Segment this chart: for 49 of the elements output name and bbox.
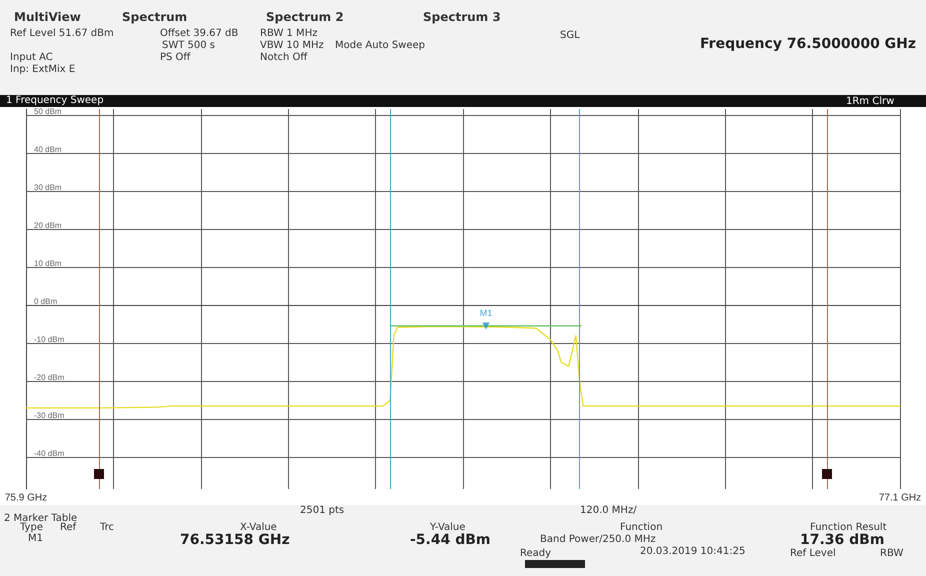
text: RBW 1 MHz: [260, 28, 318, 39]
text: -5.44 dBm: [410, 532, 491, 548]
text: M1: [28, 533, 43, 544]
text: Spectrum 2: [266, 10, 344, 24]
text: RBW: [880, 548, 904, 559]
y-tick-label: 10 dBm: [34, 258, 62, 268]
text: Input AC: [10, 52, 53, 63]
x-tick-label: 75.9 GHz: [4, 492, 48, 504]
text: Y-Value: [430, 522, 466, 533]
text: PS Off: [160, 52, 190, 63]
x-tick-label: 77.1 GHz: [878, 492, 922, 504]
text: 76.53158 GHz: [180, 532, 290, 548]
text: 1Rm Clrw: [846, 96, 894, 107]
text: Function Result: [810, 522, 887, 533]
y-tick-label: 40 dBm: [34, 144, 62, 154]
text: Ref Level: [790, 548, 836, 559]
text: Frequency 76.5000000 GHz: [700, 36, 916, 52]
text: Mode Auto Sweep: [335, 40, 425, 51]
text: Notch Off: [260, 52, 308, 63]
series-label: M1: [480, 308, 492, 318]
text: Spectrum 3: [423, 10, 501, 24]
text: Ready: [520, 548, 552, 559]
text: Type: [20, 522, 43, 533]
text: Band Power/250.0 MHz: [540, 534, 656, 545]
text: Trc: [100, 522, 114, 533]
text: VBW 10 MHz: [260, 40, 324, 51]
y-tick-label: 0 dBm: [34, 296, 58, 306]
text: MultiView: [14, 10, 81, 24]
text: Spectrum: [122, 10, 188, 24]
text: 2501 pts: [300, 505, 344, 516]
chart-title: 1 Frequency Sweep: [6, 95, 104, 107]
text: 20.03.2019 10:41:25: [640, 546, 746, 557]
text: Function: [620, 522, 663, 533]
y-tick-label: -10 dBm: [34, 334, 65, 344]
text: 120.0 MHz/: [580, 505, 637, 516]
y-tick-label: 50 dBm: [34, 106, 62, 116]
y-tick-label: -30 dBm: [34, 410, 65, 420]
text: SGL: [560, 30, 580, 41]
text: 17.36 dBm: [800, 532, 884, 548]
text: Ref: [60, 522, 76, 533]
text: SWT 500 s: [162, 40, 215, 51]
text: X-Value: [240, 522, 277, 533]
text: Inp: ExtMix E: [10, 64, 76, 75]
text: Offset 39.67 dB: [160, 28, 238, 39]
y-tick-label: 30 dBm: [34, 182, 62, 192]
text: Ref Level 51.67 dBm: [10, 28, 114, 39]
y-tick-label: -20 dBm: [34, 372, 65, 382]
y-tick-label: -40 dBm: [34, 448, 65, 458]
y-tick-label: 20 dBm: [34, 220, 62, 230]
